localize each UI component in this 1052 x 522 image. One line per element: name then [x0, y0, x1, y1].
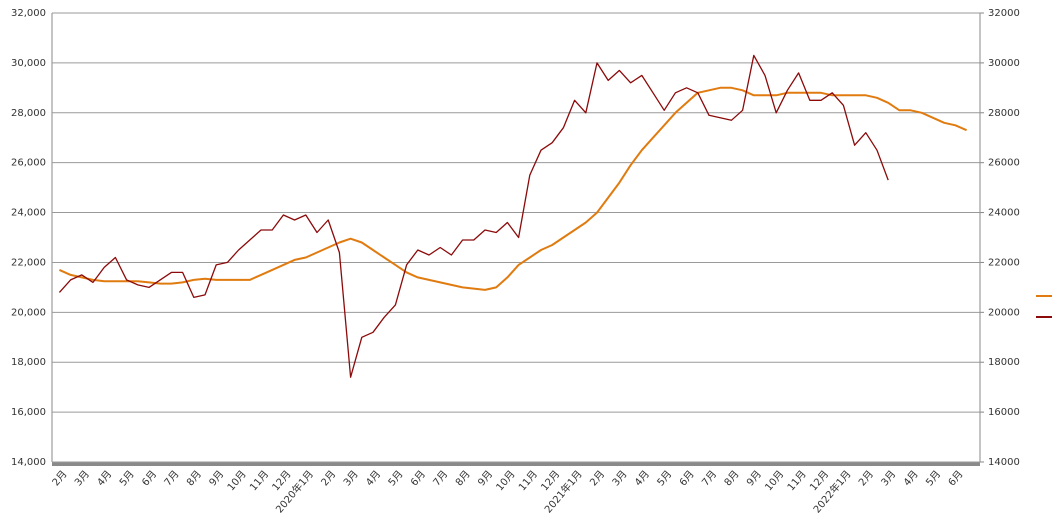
y-tick-label: 24,000	[11, 208, 46, 219]
x-tick-label: 7月	[699, 468, 719, 488]
x-tick-label: 7月	[162, 468, 182, 488]
x-tick-label: 5月	[655, 468, 675, 488]
x-tick-label: 5月	[923, 468, 943, 488]
x-tick-label: 8月	[184, 468, 204, 488]
y-tick-label: 16,000	[11, 407, 46, 418]
x-tick-label: 2月	[50, 468, 70, 488]
x-tick-label: 4月	[901, 468, 921, 488]
y2-tick-label: 20000	[988, 307, 1020, 318]
x-tick-label: 5月	[117, 468, 137, 488]
x-tick-label: 9月	[744, 468, 764, 488]
x-tick-label: 9月	[207, 468, 227, 488]
x-tick-label: 3月	[610, 468, 630, 488]
series-line	[58, 86, 968, 291]
x-tick-label: 9月	[475, 468, 495, 488]
x-tick-label: 5月	[386, 468, 406, 488]
x-tick-label: 11月	[247, 468, 271, 493]
x-tick-label: 6月	[946, 468, 966, 488]
y2-tick-label: 26000	[988, 158, 1020, 169]
x-tick-label: 8月	[722, 468, 742, 488]
x-tick-label: 2月	[856, 468, 876, 488]
x-tick-label: 11月	[516, 468, 540, 493]
x-tick-label: 4月	[363, 468, 383, 488]
y2-tick-label: 24000	[988, 208, 1020, 219]
x-tick-label: 7月	[431, 468, 451, 488]
x-tick-label: 11月	[785, 468, 809, 493]
y-tick-label: 32,000	[11, 8, 46, 19]
x-tick-label: 2月	[319, 468, 339, 488]
y-tick-label: 22,000	[11, 257, 46, 268]
y-tick-label: 14,000	[11, 457, 46, 468]
y2-tick-label: 16000	[988, 407, 1020, 418]
y-tick-label: 30,000	[11, 58, 46, 69]
y2-tick-label: 14000	[988, 457, 1020, 468]
x-axis-band	[52, 462, 980, 466]
x-tick-label: 3月	[72, 468, 92, 488]
y2-tick-label: 28000	[988, 108, 1020, 119]
y-tick-label: 28,000	[11, 108, 46, 119]
y-tick-label: 20,000	[11, 307, 46, 318]
y2-tick-label: 32000	[988, 8, 1020, 19]
x-tick-label: 6月	[677, 468, 697, 488]
x-tick-label: 6月	[139, 468, 159, 488]
x-tick-label: 8月	[453, 468, 473, 488]
y-tick-label: 26,000	[11, 158, 46, 169]
x-tick-label: 3月	[879, 468, 899, 488]
y2-tick-label: 30000	[988, 58, 1020, 69]
y2-tick-label: 22000	[988, 257, 1020, 268]
x-tick-label: 10月	[494, 468, 518, 493]
y2-tick-label: 18000	[988, 357, 1020, 368]
x-tick-label: 4月	[632, 468, 652, 488]
x-tick-label: 10月	[225, 468, 249, 493]
x-tick-label: 6月	[408, 468, 428, 488]
x-tick-label: 10月	[763, 468, 787, 493]
x-tick-label: 3月	[341, 468, 361, 488]
x-tick-label: 4月	[95, 468, 115, 488]
y-tick-label: 18,000	[11, 357, 46, 368]
series-line	[58, 54, 889, 378]
x-tick-label: 2月	[587, 468, 607, 488]
